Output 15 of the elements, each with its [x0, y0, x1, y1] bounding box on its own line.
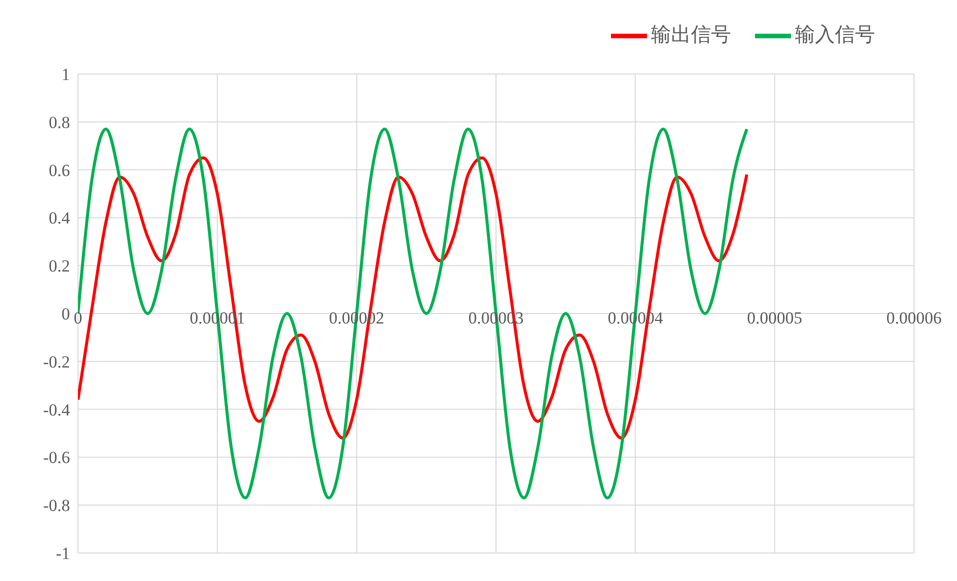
- y-tick-label: 1: [62, 65, 70, 84]
- y-tick-label: 0.6: [48, 160, 70, 180]
- x-tick-label: 0.00005: [747, 308, 802, 328]
- y-tick-label: 0.4: [48, 208, 70, 228]
- y-tick-label: -0.6: [43, 448, 70, 468]
- x-tick-label: 0: [74, 308, 82, 328]
- y-tick-label: 0.8: [48, 112, 70, 132]
- y-tick-label: -0.8: [43, 496, 70, 516]
- y-tick-label: -0.2: [43, 352, 70, 372]
- legend-label: 输出信号: [651, 22, 731, 46]
- y-tick-label: 0.2: [48, 256, 70, 276]
- legend-label: 输入信号: [795, 22, 875, 46]
- y-tick-label: -0.4: [43, 400, 70, 420]
- x-tick-label: 0.00006: [886, 308, 942, 328]
- y-tick-label: -1: [56, 544, 70, 564]
